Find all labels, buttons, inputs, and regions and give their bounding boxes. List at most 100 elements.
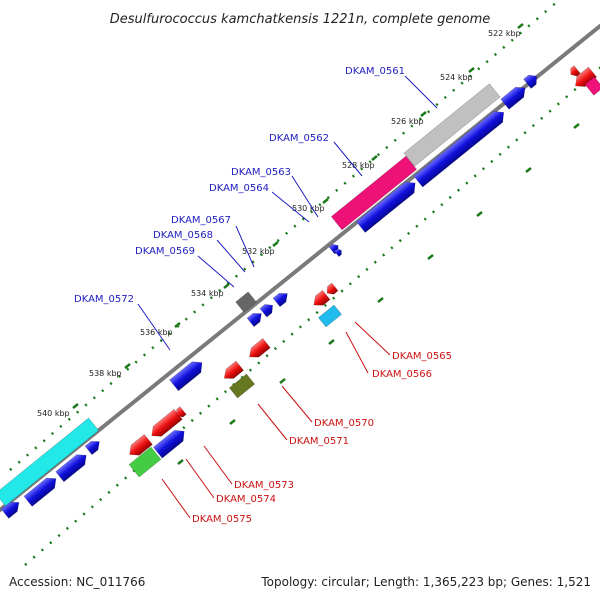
gene-dkam-0574b[interactable] xyxy=(174,406,187,420)
major-tick-outer xyxy=(223,283,230,289)
scale-label-540: 540 kbp xyxy=(37,409,70,418)
leader-dkam-0570 xyxy=(281,385,313,423)
region-pink-right[interactable] xyxy=(584,76,600,96)
major-tick-inner xyxy=(573,123,580,129)
region-pink[interactable] xyxy=(330,155,418,231)
scale-label-528: 528 kbp xyxy=(342,161,375,170)
major-ticks xyxy=(72,23,580,465)
gene-label-dkam-0563[interactable]: DKAM_0563 xyxy=(231,167,291,178)
gene-label-dkam-0561[interactable]: DKAM_0561 xyxy=(345,66,405,77)
gene-labels-reverse: DKAM_0565 DKAM_0566 DKAM_0570 DKAM_0571 … xyxy=(192,351,452,525)
gene-label-dkam-0569[interactable]: DKAM_0569 xyxy=(135,246,195,257)
gene-label-dkam-0571[interactable]: DKAM_0571 xyxy=(289,436,349,447)
gene-dkam-0579[interactable] xyxy=(84,437,103,456)
leader-dkam-0568 xyxy=(216,239,246,273)
gene-dkam-0561b[interactable] xyxy=(500,83,529,110)
gene-dkam-0568[interactable] xyxy=(259,301,276,318)
accession-text: Accession: NC_011766 xyxy=(9,575,145,589)
leader-dkam-0564 xyxy=(271,191,310,223)
region-gray[interactable] xyxy=(403,83,501,167)
leader-dkam-0566 xyxy=(345,331,369,374)
gene-dkam-0573[interactable] xyxy=(148,408,183,440)
gene-labels-forward: DKAM_0561 DKAM_0562 DKAM_0563 DKAM_0564 … xyxy=(74,66,405,305)
leader-dkam-0573 xyxy=(203,445,233,485)
scale-label-536: 536 kbp xyxy=(140,328,173,337)
gene-dkam-0560[interactable] xyxy=(523,72,541,89)
gene-dkam-0558[interactable] xyxy=(571,66,598,91)
major-tick-inner xyxy=(328,339,335,345)
gene-dkam-0564[interactable] xyxy=(334,247,343,258)
scale-label-538: 538 kbp xyxy=(89,369,122,378)
gene-dkam-0577[interactable] xyxy=(23,474,60,507)
leader-dkam-0567 xyxy=(235,225,255,268)
gene-label-dkam-0562[interactable]: DKAM_0562 xyxy=(269,133,329,144)
gene-label-dkam-0564[interactable]: DKAM_0564 xyxy=(209,183,269,194)
scale-label-530: 530 kbp xyxy=(292,204,325,213)
gene-dkam-0565[interactable] xyxy=(324,282,339,297)
major-tick-outer xyxy=(371,155,378,161)
gene-dkam-0561[interactable] xyxy=(413,107,508,188)
gene-dkam-0569[interactable] xyxy=(246,309,265,328)
region-green[interactable] xyxy=(128,446,162,478)
gene-label-dkam-0568[interactable]: DKAM_0568 xyxy=(153,230,213,241)
major-tick-inner xyxy=(229,419,236,425)
leader-dkam-0572 xyxy=(137,303,171,351)
gene-dkam-0576[interactable] xyxy=(55,450,91,483)
major-tick-inner xyxy=(525,167,532,173)
major-tick-inner xyxy=(279,378,286,384)
scale-label-534: 534 kbp xyxy=(191,289,224,298)
gene-label-dkam-0575[interactable]: DKAM_0575 xyxy=(192,514,252,525)
major-tick-inner xyxy=(177,459,184,465)
gene-label-dkam-0570[interactable]: DKAM_0570 xyxy=(314,418,374,429)
tick-track-inner xyxy=(24,66,600,566)
leader-dkam-0565 xyxy=(354,321,391,356)
scale-label-522: 522 kbp xyxy=(488,29,521,38)
major-tick-inner xyxy=(427,254,434,260)
region-olive[interactable] xyxy=(228,373,256,399)
major-tick-outer xyxy=(272,241,279,247)
leader-dkam-0562 xyxy=(333,141,363,177)
gene-label-dkam-0566[interactable]: DKAM_0566 xyxy=(372,369,432,380)
gene-dkam-0571[interactable] xyxy=(220,360,244,383)
major-tick-outer xyxy=(124,363,131,369)
region-cyan[interactable] xyxy=(0,417,100,507)
map-title: Desulfurococcus kamchatkensis 1221n, com… xyxy=(110,12,491,27)
major-tick-outer xyxy=(420,111,427,117)
gene-dkam-0572[interactable] xyxy=(169,357,207,392)
genome-summary-text: Topology: circular; Length: 1,365,223 bp… xyxy=(260,575,591,589)
gene-dkam-0575[interactable] xyxy=(152,426,188,459)
leader-dkam-0569 xyxy=(197,255,235,288)
leader-dkam-0561 xyxy=(404,75,438,109)
tick-track-outer xyxy=(9,0,562,471)
gene-dkam-0567[interactable] xyxy=(272,289,291,308)
gene-dkam-0574[interactable] xyxy=(126,433,153,459)
region-sky[interactable] xyxy=(318,304,342,328)
gene-dkam-0558b[interactable] xyxy=(568,65,581,79)
gene-label-dkam-0573[interactable]: DKAM_0573 xyxy=(234,480,294,491)
gene-dkam-0562[interactable] xyxy=(355,178,419,233)
major-tick-outer xyxy=(322,198,329,204)
scale-label-526: 526 kbp xyxy=(391,117,424,126)
region-darkgray[interactable] xyxy=(235,291,257,313)
major-tick-inner xyxy=(476,211,483,217)
gene-label-dkam-0574[interactable]: DKAM_0574 xyxy=(216,494,276,505)
major-tick-outer xyxy=(468,67,475,73)
gene-label-leaders xyxy=(137,75,438,519)
gene-dkam-0570[interactable] xyxy=(246,337,271,361)
scale-labels: 522 kbp 524 kbp 526 kbp 528 kbp 530 kbp … xyxy=(37,29,521,418)
gene-label-dkam-0565[interactable]: DKAM_0565 xyxy=(392,351,452,362)
scale-label-532: 532 kbp xyxy=(242,247,275,256)
leader-dkam-0575 xyxy=(161,478,191,519)
gene-label-dkam-0567[interactable]: DKAM_0567 xyxy=(171,215,231,226)
leader-dkam-0574 xyxy=(185,458,215,499)
scale-label-524: 524 kbp xyxy=(440,73,473,82)
major-tick-outer xyxy=(517,23,524,29)
gene-label-dkam-0572[interactable]: DKAM_0572 xyxy=(74,294,134,305)
leader-dkam-0563 xyxy=(291,175,319,218)
major-tick-inner xyxy=(377,297,384,303)
gene-dkam-0566[interactable] xyxy=(310,289,331,309)
leader-dkam-0571 xyxy=(257,403,288,441)
major-tick-outer xyxy=(174,322,181,328)
